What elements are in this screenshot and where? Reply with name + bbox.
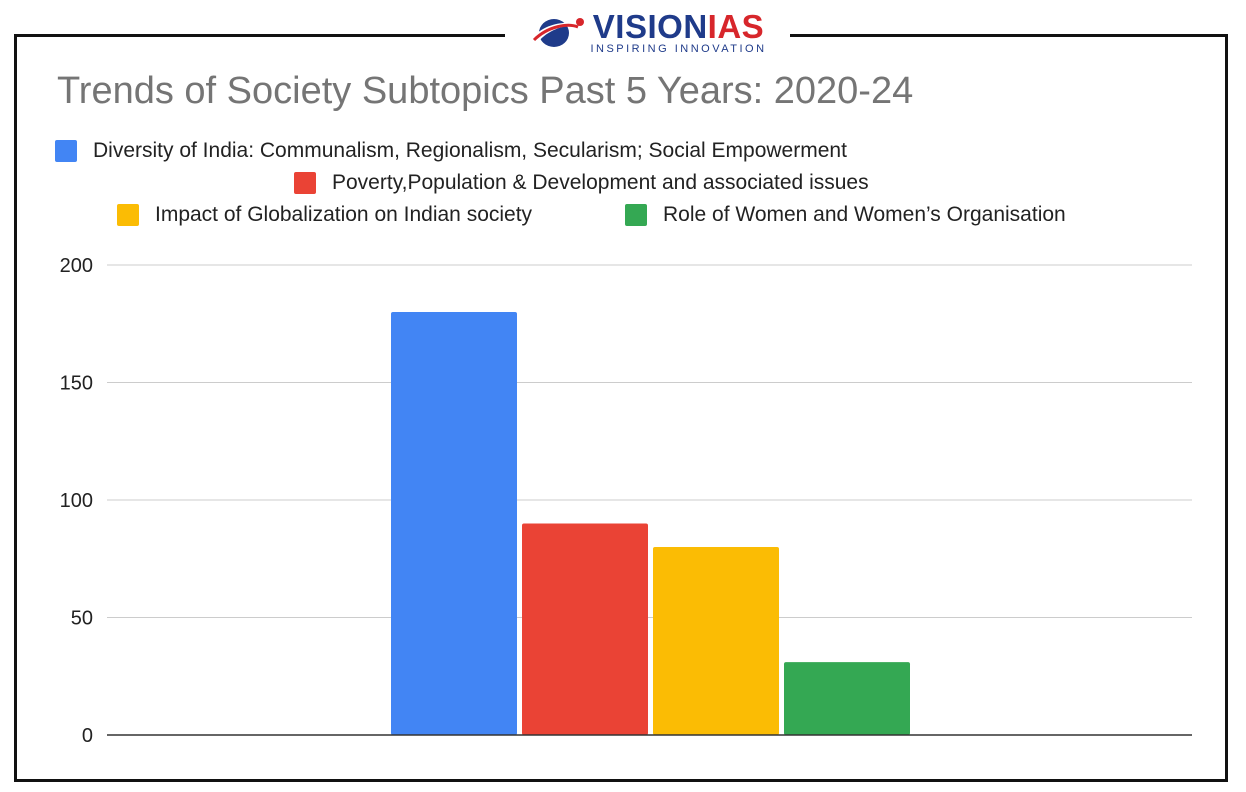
bar-1 <box>522 523 648 735</box>
legend-label: Diversity of India: Communalism, Regiona… <box>93 139 847 162</box>
y-tick-label: 0 <box>82 725 93 747</box>
legend-item-women: Role of Women and Women’s Organisation <box>625 203 1066 227</box>
legend-item-diversity: Diversity of India: Communalism, Regiona… <box>55 139 847 163</box>
legend-swatch <box>117 204 139 226</box>
y-tick-label: 100 <box>60 490 93 512</box>
y-tick-label: 150 <box>60 373 93 395</box>
legend-item-globalization: Impact of Globalization on Indian societ… <box>117 203 532 227</box>
y-tick-label: 200 <box>60 255 93 277</box>
bar-0 <box>391 312 517 735</box>
legend-label: Role of Women and Women’s Organisation <box>663 203 1066 226</box>
legend-swatch <box>294 172 316 194</box>
legend-label: Poverty,Population & Development and ass… <box>332 171 869 194</box>
legend-swatch <box>625 204 647 226</box>
legend-item-poverty: Poverty,Population & Development and ass… <box>294 171 869 195</box>
chart-title: Trends of Society Subtopics Past 5 Years… <box>57 70 914 112</box>
bar-3 <box>784 662 910 735</box>
logo-tagline: INSPIRING INNOVATION <box>590 42 767 55</box>
visionias-logo: VISIONIAS INSPIRING INNOVATION <box>505 6 790 58</box>
legend-label: Impact of Globalization on Indian societ… <box>155 203 533 226</box>
bar-2 <box>653 547 779 735</box>
logo-globe-icon <box>532 18 585 47</box>
y-tick-label: 50 <box>71 608 93 630</box>
legend-swatch <box>55 140 77 162</box>
logo-name: VISIONIAS <box>592 7 765 45</box>
